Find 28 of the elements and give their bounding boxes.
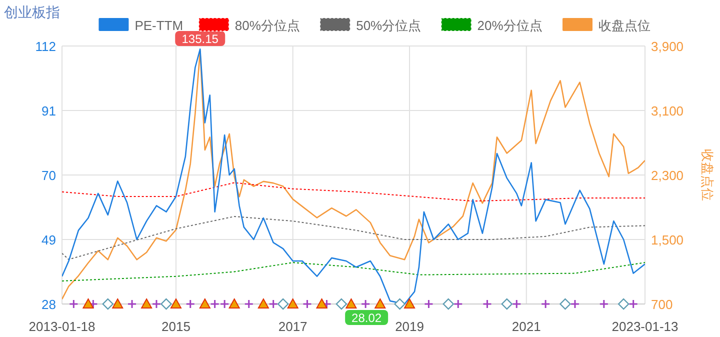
line-series: [62, 216, 645, 260]
legend-label: PE-TTM: [134, 18, 184, 33]
y2-tick-label: 700: [651, 297, 673, 312]
chart-title: 创业板指: [4, 4, 60, 20]
legend-label: 20%分位点: [477, 18, 542, 33]
annotation: 28.02: [352, 311, 382, 325]
y2-tick-label: 3,100: [651, 104, 684, 118]
x-tick-label: 2017: [278, 319, 308, 334]
line-series: [62, 182, 645, 202]
x-tick-label: 2019: [395, 319, 424, 334]
annotation: 135.15: [182, 32, 219, 46]
x-tick-label: 2015: [162, 319, 190, 334]
y2-tick-label: 1,500: [651, 232, 684, 248]
legend-label: 50%分位点: [356, 18, 422, 33]
line-series: [62, 262, 645, 282]
x-tick-label: 2013-01-18: [28, 319, 96, 334]
y-tick-label: 70: [42, 168, 56, 183]
legend-label: 80%分位点: [234, 18, 300, 33]
x-tick-label: 2021: [512, 319, 541, 334]
y-tick-label: 28: [42, 297, 56, 312]
y2-tick-label: 2,300: [651, 168, 684, 183]
y-tick-label: 49: [42, 232, 56, 248]
y-tick-label: 91: [42, 104, 56, 118]
y2-tick-label: 3,900: [651, 39, 684, 54]
y-tick-label: 112: [35, 39, 56, 54]
legend-label: 收盘点位: [598, 18, 650, 33]
y2-axis-title: 收盘点位: [700, 149, 715, 201]
x-tick-label: 2023-01-13: [612, 319, 678, 334]
